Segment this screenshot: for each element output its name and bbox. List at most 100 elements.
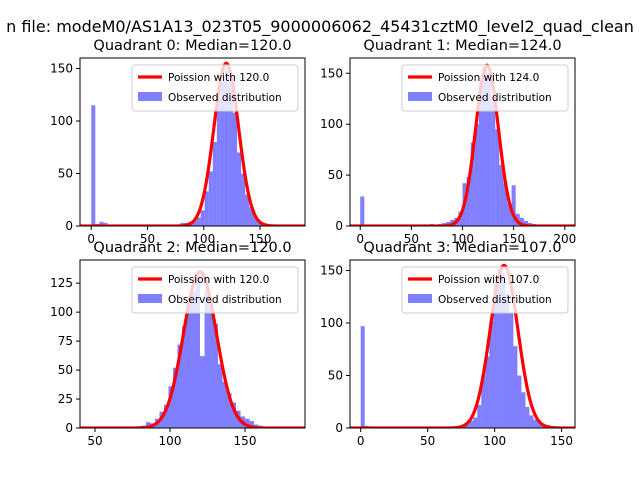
histogram-bar — [227, 393, 232, 428]
x-tick-label: 100 — [451, 232, 474, 246]
histogram-bar — [473, 417, 478, 428]
poisson-curve — [80, 61, 305, 226]
x-tick-label: 50 — [87, 434, 102, 448]
histogram-bar — [507, 203, 512, 226]
histogram-bar — [192, 220, 197, 226]
histogram-bar — [521, 392, 526, 428]
x-tick-label: 50 — [140, 232, 155, 246]
histogram-bar — [186, 300, 191, 428]
histogram-bar — [168, 386, 173, 428]
y-tick-label: 25 — [58, 392, 73, 406]
legend: Poission with 120.0 Observed distribution — [131, 64, 299, 112]
poisson-curve — [350, 263, 575, 428]
legend-poisson-label: Poission with 124.0 — [438, 72, 539, 84]
quadrant-3-chart: 0 50 100 150 0 50 100 150 Quadrant 3: Median=107… — [320, 240, 576, 448]
histogram-bar — [204, 288, 209, 428]
histogram-bar — [499, 164, 504, 226]
histogram-bar — [222, 381, 227, 428]
plot-area — [350, 263, 575, 428]
legend-bar-swatch — [138, 294, 162, 303]
y-tick-label: 50 — [328, 168, 343, 182]
histogram-bar — [469, 420, 474, 428]
y-tick-label: 75 — [58, 334, 73, 348]
legend-poisson-label: Poission with 107.0 — [438, 274, 539, 286]
histogram-bar — [231, 402, 236, 428]
histogram-bar — [517, 375, 522, 428]
quadrant-title: Quadrant 2: Median=120.0 — [93, 240, 291, 256]
y-tick-label: 150 — [320, 66, 343, 80]
axes-frame — [79, 259, 306, 429]
x-tick-label: 0 — [87, 232, 95, 246]
histogram-bar — [495, 129, 500, 226]
x-tick-label: 0 — [357, 434, 365, 448]
legend: Poission with 107.0 Observed distribution — [401, 266, 569, 314]
y-tick-label: 0 — [65, 421, 73, 435]
histogram-bar — [485, 356, 490, 428]
histogram-bar — [491, 98, 496, 226]
histogram-bar — [177, 344, 182, 428]
histogram-bar — [196, 217, 201, 226]
legend-observed-label: Observed distribution — [168, 294, 282, 306]
quadrant-title: Quadrant 1: Median=124.0 — [363, 38, 561, 54]
figure-suptitle: n file: modeM0/AS1A13_023T05_9000006062_… — [6, 17, 634, 37]
histogram-bar — [537, 421, 542, 428]
legend-bar-swatch — [408, 92, 432, 101]
histogram-bar — [509, 312, 514, 428]
legend-bar-swatch — [408, 294, 432, 303]
x-tick-label: 150 — [550, 434, 573, 448]
legend-box — [131, 266, 299, 314]
histogram-bar — [249, 207, 254, 226]
y-tick-label: 0 — [65, 219, 73, 233]
quadrant-2-chart: 50 100 150 0 25 50 75 100 125 Quadrant 2: Median=… — [50, 240, 306, 448]
histogram-bar — [220, 81, 225, 226]
histogram-bar — [218, 364, 223, 428]
x-tick-label: 100 — [159, 434, 182, 448]
histogram-bar — [519, 217, 524, 226]
legend-poisson-label: Poission with 120.0 — [168, 72, 269, 84]
histogram-bar — [237, 152, 242, 226]
x-tick-label: 100 — [192, 232, 215, 246]
histogram-bar — [204, 191, 209, 226]
histogram-bar — [493, 278, 498, 428]
histogram-bar — [470, 142, 475, 226]
histogram-bar — [482, 68, 488, 226]
x-tick-label: 200 — [553, 232, 576, 246]
histogram-bar — [478, 83, 483, 226]
histogram-bar — [228, 79, 233, 226]
histogram-bar — [164, 404, 169, 428]
histogram-bar — [501, 272, 506, 428]
histogram-bar — [208, 171, 213, 226]
histogram-bar — [466, 177, 471, 226]
histogram-bar — [489, 320, 494, 428]
y-tick-label: 50 — [58, 363, 73, 377]
y-tick-label: 125 — [50, 276, 73, 290]
histogram-bar — [513, 346, 518, 428]
histogram-bar — [200, 356, 205, 428]
x-tick-label: 100 — [483, 434, 506, 448]
histogram-bar — [360, 326, 365, 428]
histogram-bar — [497, 268, 502, 428]
histogram-bar — [209, 305, 214, 428]
histogram-bar — [474, 124, 479, 226]
histogram-bar — [253, 215, 258, 226]
histogram-bar — [200, 210, 205, 226]
quadrant-1-chart: 0 50 100 150 200 0 50 100 150 Quadrant 1: Median=… — [320, 38, 576, 246]
histogram-bar — [487, 73, 492, 226]
y-tick-label: 50 — [328, 369, 343, 383]
legend-box — [401, 266, 569, 314]
y-tick-label: 50 — [58, 167, 73, 181]
legend-observed-label: Observed distribution — [438, 92, 552, 104]
plot-area — [80, 61, 305, 226]
y-tick-label: 100 — [320, 316, 343, 330]
histogram-bar — [245, 194, 250, 226]
histogram-bar — [525, 407, 530, 428]
histogram-bar — [213, 323, 218, 428]
y-tick-label: 100 — [320, 117, 343, 131]
x-tick-label: 50 — [420, 434, 435, 448]
histogram-bar — [191, 291, 196, 428]
histogram-bar — [216, 97, 221, 226]
histogram-bar — [523, 220, 528, 226]
y-tick-label: 0 — [335, 219, 343, 233]
quadrant-0-chart: 0 50 100 150 0 50 100 150 Quadrant 0: Median=120… — [50, 38, 306, 246]
